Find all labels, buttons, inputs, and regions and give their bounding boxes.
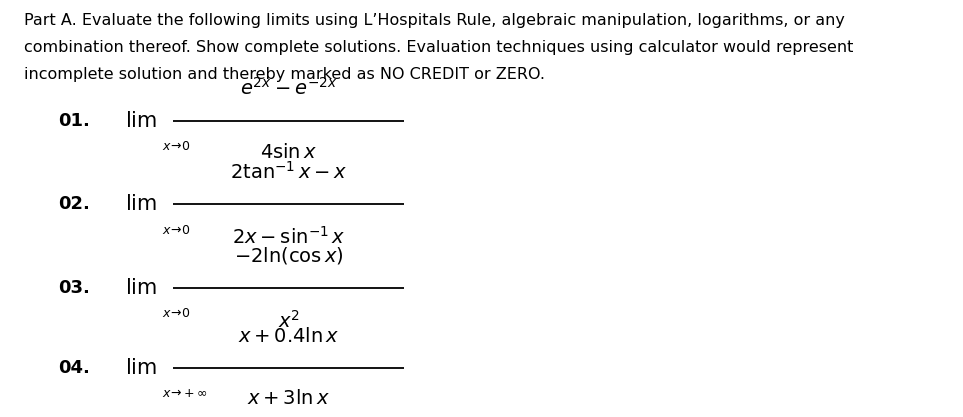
Text: $x + 0.4\ln x$: $x + 0.4\ln x$: [238, 327, 340, 346]
Text: $\mathrm{lim}$: $\mathrm{lim}$: [125, 194, 157, 214]
Text: $-2\ln(\cos x)$: $-2\ln(\cos x)$: [234, 245, 344, 266]
Text: 02.: 02.: [58, 195, 90, 214]
Text: $\mathrm{lim}$: $\mathrm{lim}$: [125, 358, 157, 378]
Text: $x + 3\ln x$: $x + 3\ln x$: [247, 389, 330, 409]
Text: 03.: 03.: [58, 279, 90, 297]
Text: $4\sin x$: $4\sin x$: [260, 143, 318, 162]
Text: $x\!\to\!0$: $x\!\to\!0$: [162, 224, 190, 237]
Text: incomplete solution and thereby marked as NO CREDIT or ZERO.: incomplete solution and thereby marked a…: [24, 67, 545, 82]
Text: combination thereof. Show complete solutions. Evaluation techniques using calcul: combination thereof. Show complete solut…: [24, 40, 853, 55]
Text: $e^{2x} - e^{-2x}$: $e^{2x} - e^{-2x}$: [240, 77, 338, 99]
Text: 04.: 04.: [58, 359, 90, 377]
Text: $2x - \sin^{-1}x$: $2x - \sin^{-1}x$: [232, 226, 346, 248]
Text: $2\tan^{-1}x - x$: $2\tan^{-1}x - x$: [230, 161, 348, 183]
Text: $x^2$: $x^2$: [277, 309, 300, 332]
Text: 01.: 01.: [58, 112, 90, 130]
Text: $x\!\to\!0$: $x\!\to\!0$: [162, 307, 190, 320]
Text: $\mathrm{lim}$: $\mathrm{lim}$: [125, 111, 157, 131]
Text: $x\!\to\!0$: $x\!\to\!0$: [162, 140, 190, 153]
Text: $\mathrm{lim}$: $\mathrm{lim}$: [125, 278, 157, 298]
Text: Part A. Evaluate the following limits using L’Hospitals Rule, algebraic manipula: Part A. Evaluate the following limits us…: [24, 13, 845, 28]
Text: $x\!\to\!+\infty$: $x\!\to\!+\infty$: [162, 387, 207, 400]
